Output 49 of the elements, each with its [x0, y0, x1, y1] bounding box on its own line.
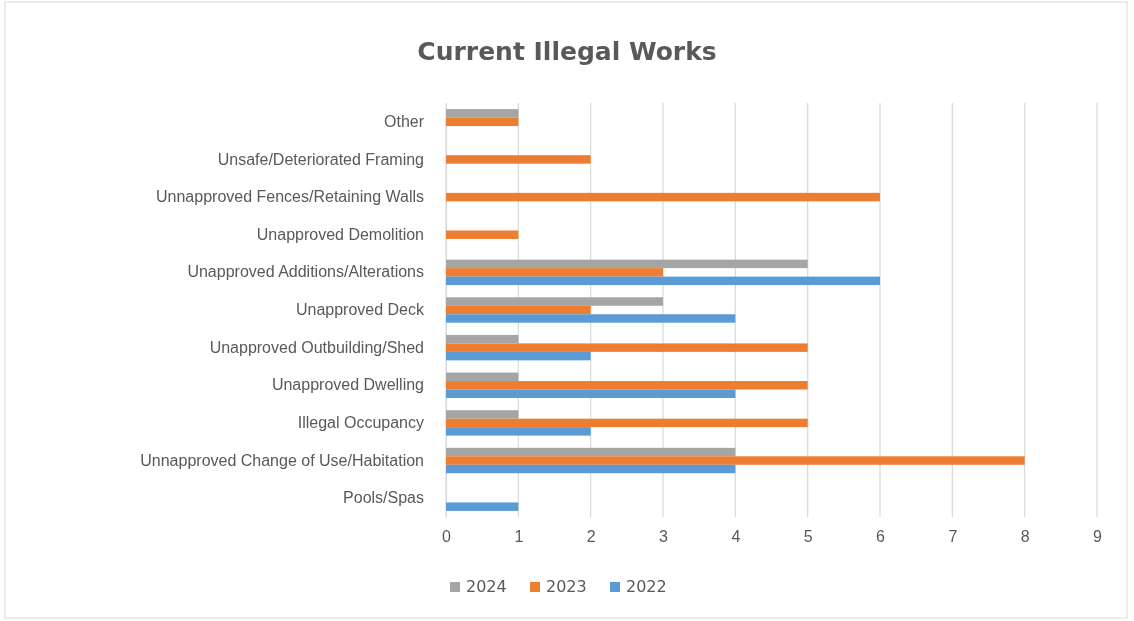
x-tick-label: 2 — [586, 528, 596, 546]
bar — [446, 276, 880, 286]
bar — [446, 343, 808, 352]
y-tick-label: Unapproved Additions/Alterations — [187, 263, 424, 281]
bar — [446, 372, 519, 382]
y-tick-label: Other — [383, 112, 425, 130]
x-tick-label: 4 — [731, 528, 741, 546]
legend-label: 2023 — [546, 577, 587, 596]
y-tick-label: Illegal Occupancy — [297, 414, 424, 432]
y-tick-label: Unapproved Demolition — [256, 225, 424, 243]
x-tick-label: 3 — [659, 528, 669, 546]
bar — [446, 447, 736, 457]
legend-label: 2022 — [626, 577, 667, 596]
x-tick-label: 0 — [442, 528, 452, 546]
bar — [446, 117, 519, 127]
legend-label: 2024 — [466, 577, 507, 596]
y-tick-label: Pools/Spas — [343, 489, 424, 507]
bar — [446, 155, 591, 164]
bar — [446, 259, 808, 269]
y-tick-label: Unapproved Dwelling — [271, 376, 424, 394]
bar — [446, 502, 519, 511]
bar — [446, 297, 663, 306]
bar — [446, 381, 808, 390]
y-tick-label: Unapproved Outbuilding/Shed — [209, 338, 424, 356]
x-tick-label: 8 — [1020, 528, 1030, 546]
x-tick-label: 7 — [948, 528, 958, 546]
bar — [446, 268, 663, 277]
x-tick-label: 5 — [803, 528, 813, 546]
bar — [446, 410, 519, 419]
bar — [446, 456, 1025, 465]
x-tick-label: 6 — [876, 528, 886, 546]
x-tick-label: 9 — [1093, 528, 1103, 546]
bar — [446, 334, 519, 344]
bar — [446, 192, 880, 202]
bar — [446, 314, 736, 323]
bar — [446, 230, 519, 239]
y-tick-label: Unnapproved Change of Use/Habitation — [140, 451, 424, 469]
bar — [446, 418, 808, 428]
x-tick-label: 1 — [514, 528, 524, 546]
chart-title: Current Illegal Works — [417, 37, 717, 66]
bar — [446, 305, 591, 315]
bar — [446, 109, 519, 118]
y-tick-label: Unsafe/Deteriorated Framing — [217, 150, 424, 168]
bar — [446, 427, 591, 436]
bar — [446, 464, 736, 474]
y-tick-label: Unnapproved Fences/Retaining Walls — [156, 188, 424, 206]
y-tick-label: Unapproved Deck — [295, 301, 425, 319]
bar — [446, 389, 736, 398]
bar — [446, 351, 591, 361]
